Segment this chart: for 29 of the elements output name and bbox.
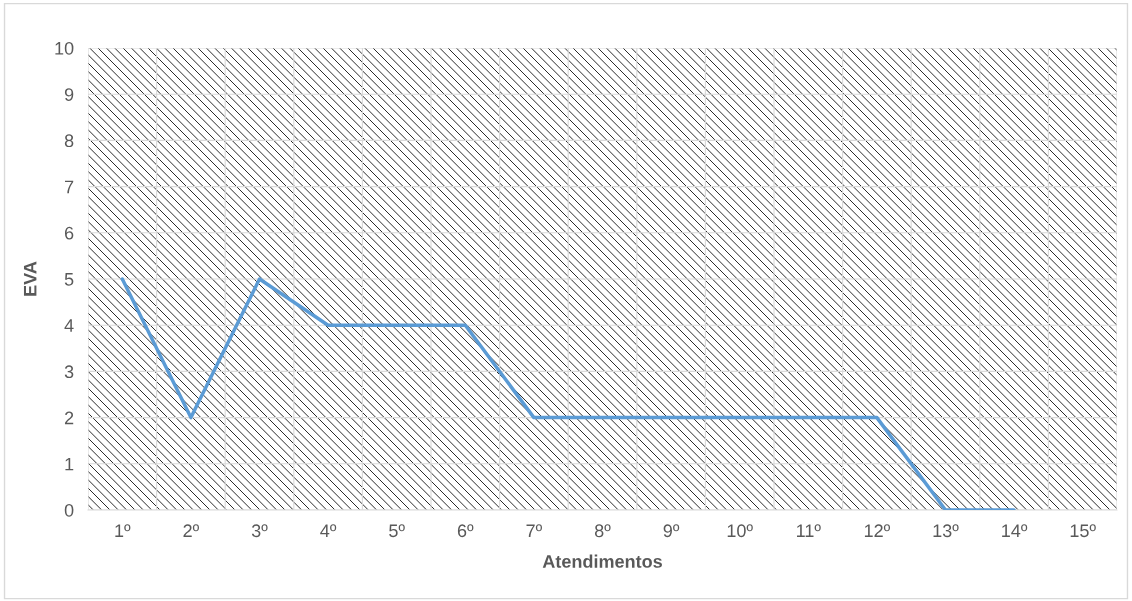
- y-tick-label: 1: [65, 457, 74, 471]
- y-tick-label: 5: [64, 273, 74, 286]
- y-tick-label: 9: [64, 88, 74, 101]
- x-tick-label: 5º: [389, 524, 405, 538]
- x-axis-title: Atendimentos: [542, 554, 662, 568]
- x-tick-label: 15º: [1070, 524, 1096, 538]
- x-tick-label: 4º: [320, 524, 337, 537]
- x-tick-label: 11º: [797, 524, 821, 537]
- y-tick-label: 8: [64, 134, 74, 148]
- x-tick-label: 10º: [727, 524, 753, 538]
- x-tick-label: 7º: [526, 524, 542, 537]
- x-tick-label: 2º: [183, 524, 199, 537]
- x-tick-label: 6º: [457, 524, 474, 538]
- y-axis-title: EVA: [23, 261, 37, 296]
- y-tick-label: 2: [64, 411, 74, 425]
- y-tick-label: 7: [65, 180, 74, 194]
- x-tick-label: 12º: [864, 524, 891, 537]
- line-series: [120, 277, 1016, 510]
- x-tick-label: 13º: [933, 524, 959, 538]
- x-tick-label: 9º: [663, 524, 680, 538]
- y-tick-label: 4: [64, 319, 74, 332]
- x-tick-label: 8º: [594, 524, 611, 538]
- x-tick-label: 14º: [1002, 524, 1028, 537]
- y-tick-label: 10: [55, 41, 74, 55]
- y-tick-label: 6: [64, 226, 74, 240]
- x-tick-label: 1º: [115, 524, 131, 537]
- y-tick-label: 3: [64, 365, 74, 379]
- x-tick-label: 3º: [251, 524, 268, 538]
- y-tick-label: 0: [64, 503, 74, 517]
